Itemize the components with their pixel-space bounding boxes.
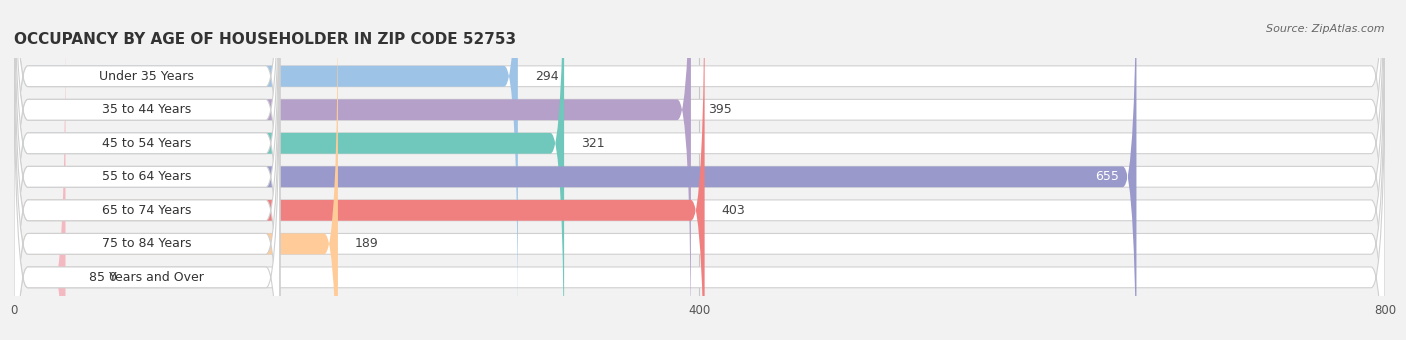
Text: OCCUPANCY BY AGE OF HOUSEHOLDER IN ZIP CODE 52753: OCCUPANCY BY AGE OF HOUSEHOLDER IN ZIP C… bbox=[14, 32, 516, 47]
FancyBboxPatch shape bbox=[14, 20, 280, 340]
Text: 294: 294 bbox=[534, 70, 558, 83]
FancyBboxPatch shape bbox=[14, 0, 1385, 334]
FancyBboxPatch shape bbox=[14, 0, 337, 340]
Text: 55 to 64 Years: 55 to 64 Years bbox=[103, 170, 191, 183]
FancyBboxPatch shape bbox=[14, 0, 1385, 340]
Text: Under 35 Years: Under 35 Years bbox=[100, 70, 194, 83]
FancyBboxPatch shape bbox=[14, 20, 66, 340]
FancyBboxPatch shape bbox=[14, 0, 1385, 340]
Text: 45 to 54 Years: 45 to 54 Years bbox=[103, 137, 191, 150]
Text: 35 to 44 Years: 35 to 44 Years bbox=[103, 103, 191, 116]
Text: 655: 655 bbox=[1095, 170, 1119, 183]
FancyBboxPatch shape bbox=[14, 20, 1385, 340]
Text: 75 to 84 Years: 75 to 84 Years bbox=[103, 237, 191, 250]
FancyBboxPatch shape bbox=[14, 0, 280, 340]
FancyBboxPatch shape bbox=[14, 0, 704, 340]
FancyBboxPatch shape bbox=[14, 0, 564, 340]
FancyBboxPatch shape bbox=[14, 0, 690, 340]
FancyBboxPatch shape bbox=[14, 0, 280, 340]
Text: 321: 321 bbox=[581, 137, 605, 150]
FancyBboxPatch shape bbox=[14, 0, 1385, 340]
FancyBboxPatch shape bbox=[14, 0, 517, 334]
FancyBboxPatch shape bbox=[14, 0, 1136, 340]
Text: Source: ZipAtlas.com: Source: ZipAtlas.com bbox=[1267, 24, 1385, 34]
Text: 189: 189 bbox=[356, 237, 378, 250]
Text: 65 to 74 Years: 65 to 74 Years bbox=[103, 204, 191, 217]
FancyBboxPatch shape bbox=[14, 0, 1385, 340]
FancyBboxPatch shape bbox=[14, 0, 280, 334]
Text: 0: 0 bbox=[108, 271, 117, 284]
Text: 403: 403 bbox=[721, 204, 745, 217]
Text: 85 Years and Over: 85 Years and Over bbox=[90, 271, 204, 284]
FancyBboxPatch shape bbox=[14, 0, 280, 340]
Text: 395: 395 bbox=[709, 103, 731, 116]
FancyBboxPatch shape bbox=[14, 0, 1385, 340]
FancyBboxPatch shape bbox=[14, 0, 280, 340]
FancyBboxPatch shape bbox=[14, 0, 280, 340]
